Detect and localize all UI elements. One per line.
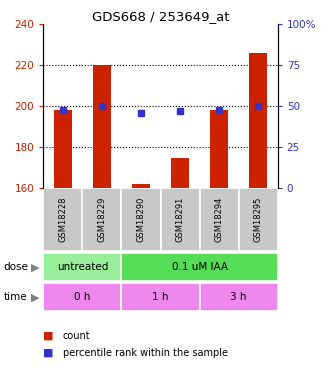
- Bar: [249, 53, 267, 188]
- Point: [256, 103, 261, 109]
- Text: time: time: [3, 292, 27, 302]
- Bar: [210, 110, 228, 188]
- Text: ▶: ▶: [30, 262, 39, 272]
- Text: percentile rank within the sample: percentile rank within the sample: [63, 348, 228, 357]
- Text: count: count: [63, 331, 90, 340]
- Text: untreated: untreated: [57, 262, 108, 272]
- Bar: [93, 65, 111, 188]
- Text: 0.1 uM IAA: 0.1 uM IAA: [171, 262, 228, 272]
- Bar: [54, 110, 72, 188]
- Text: ▶: ▶: [30, 292, 39, 302]
- Bar: [82, 188, 121, 251]
- Text: 3 h: 3 h: [230, 292, 247, 302]
- Text: GSM18295: GSM18295: [254, 197, 263, 242]
- Point: [138, 110, 143, 116]
- Bar: [43, 188, 82, 251]
- Point: [216, 106, 221, 112]
- Bar: [200, 188, 239, 251]
- Title: GDS668 / 253649_at: GDS668 / 253649_at: [92, 10, 229, 23]
- Text: GSM18228: GSM18228: [58, 197, 67, 243]
- Text: 0 h: 0 h: [74, 292, 91, 302]
- Text: 1 h: 1 h: [152, 292, 169, 302]
- Point: [178, 108, 183, 114]
- Text: GSM18290: GSM18290: [136, 197, 145, 242]
- Text: ■: ■: [43, 348, 54, 357]
- Text: GSM18229: GSM18229: [97, 197, 107, 242]
- Text: ■: ■: [43, 331, 54, 340]
- Bar: [121, 188, 160, 251]
- Bar: [160, 188, 200, 251]
- Text: GSM18291: GSM18291: [176, 197, 185, 242]
- Point: [99, 103, 104, 109]
- Bar: [239, 188, 278, 251]
- Text: GSM18294: GSM18294: [214, 197, 224, 242]
- Point: [60, 106, 65, 112]
- Bar: [171, 158, 189, 188]
- Text: dose: dose: [3, 262, 28, 272]
- Bar: [132, 184, 150, 188]
